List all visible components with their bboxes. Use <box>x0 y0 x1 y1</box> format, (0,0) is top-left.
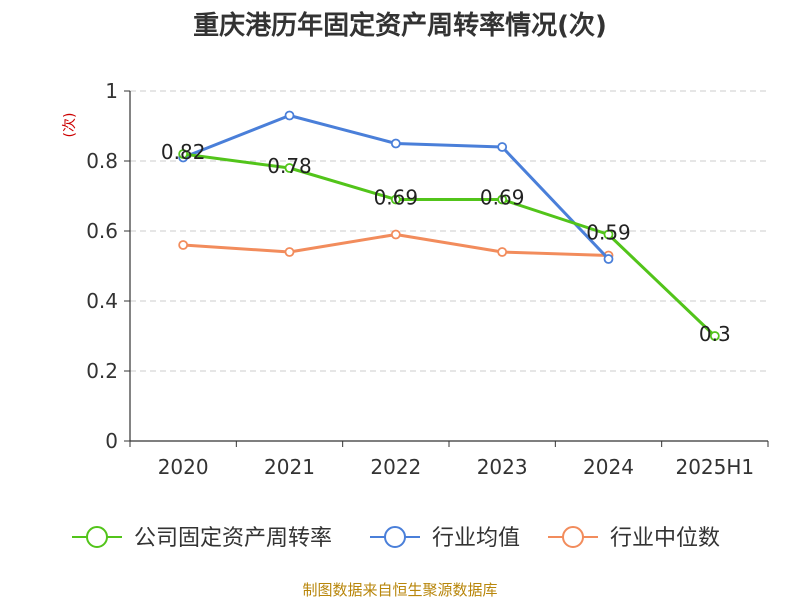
data-point <box>497 247 508 257</box>
legend-item: 行业均值 <box>370 526 520 551</box>
legend-item: 行业中位数 <box>548 526 720 551</box>
x-tick-label: 2021 <box>264 455 315 479</box>
data-point <box>709 331 720 341</box>
data-point <box>390 229 401 240</box>
y-tick-label: 0.4 <box>86 289 118 313</box>
data-label: 0.82 <box>161 140 206 164</box>
legend-swatch-marker <box>86 526 108 548</box>
y-axis-label: (次) <box>62 113 78 138</box>
data-point <box>497 194 508 205</box>
series-line <box>182 152 716 338</box>
grid-lines <box>130 90 768 372</box>
data-label: 0.69 <box>480 186 525 210</box>
data-point <box>497 142 508 152</box>
x-tick-labels: 2020 2021 2022 2023 2024 2025H1 <box>158 455 754 479</box>
data-point <box>603 254 614 264</box>
data-labels: 0.82 0.78 0.69 0.69 0.59 0.3 <box>161 140 731 346</box>
axes <box>124 90 769 447</box>
legend-label: 行业中位数 <box>610 526 720 551</box>
data-label: 0.69 <box>374 186 419 210</box>
y-tick-label: 0.8 <box>86 149 118 173</box>
data-point <box>284 163 295 173</box>
y-tick-label: 1 <box>105 79 118 103</box>
source-note: 制图数据来自恒生聚源数据库 <box>302 581 497 599</box>
data-point <box>178 240 189 250</box>
legend-label: 公司固定资产周转率 <box>134 526 332 551</box>
data-label: 0.59 <box>586 221 631 245</box>
x-tick-label: 2023 <box>477 455 528 479</box>
data-point <box>390 138 401 149</box>
legend: 公司固定资产周转率 行业均值 行业中位数 <box>72 526 720 551</box>
y-tick-label: 0.2 <box>86 359 118 383</box>
data-label: 0.78 <box>267 154 312 178</box>
data-point <box>284 247 295 257</box>
x-tick-label: 2024 <box>583 455 634 479</box>
data-point <box>603 229 614 240</box>
x-tick-label: 2022 <box>370 455 421 479</box>
legend-label: 行业均值 <box>432 526 520 551</box>
y-tick-label: 0 <box>105 429 118 453</box>
x-tick-label: 2025H1 <box>675 455 754 479</box>
legend-swatch-marker <box>562 526 584 548</box>
y-tick-labels: 0 0.2 0.4 0.6 0.8 1 <box>86 79 118 453</box>
chart-title: 重庆港历年固定资产周转率情况(次) <box>193 10 607 41</box>
series-group <box>178 110 720 341</box>
data-point <box>178 149 189 159</box>
legend-item: 公司固定资产周转率 <box>72 526 332 551</box>
data-label: 0.3 <box>699 322 731 346</box>
x-tick-label: 2020 <box>158 455 209 479</box>
y-tick-label: 0.6 <box>86 219 118 243</box>
data-point <box>284 110 295 121</box>
legend-swatch-marker <box>384 526 406 548</box>
data-point <box>390 194 401 205</box>
